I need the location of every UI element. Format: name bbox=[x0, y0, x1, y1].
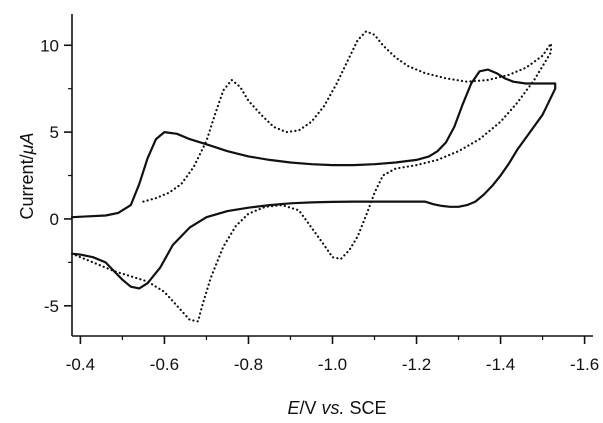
y-tick-label: 5 bbox=[50, 123, 59, 142]
x-tick-label: -0.4 bbox=[66, 355, 95, 374]
x-tick-label: -0.6 bbox=[150, 355, 179, 374]
y-tick-label: 0 bbox=[50, 210, 59, 229]
solid-series-line bbox=[70, 68, 557, 290]
axes: 10 5 0 -5 -0.4 -0.6 -0.8 -1.0 -1.2 -1.4 -1.6 bbox=[40, 14, 599, 374]
x-tick-label: -0.8 bbox=[234, 355, 263, 374]
x-tick-label: -1.0 bbox=[318, 355, 347, 374]
y-tick-label: 10 bbox=[40, 36, 59, 55]
x-tick-label: -1.4 bbox=[486, 355, 515, 374]
x-tick-label: -1.2 bbox=[402, 355, 431, 374]
y-axis-title: Current/μA bbox=[17, 133, 37, 220]
series-layer bbox=[70, 30, 557, 323]
x-axis-title: E/V vs. SCE bbox=[287, 398, 386, 418]
y-tick-label: -5 bbox=[44, 297, 59, 316]
dotted-series-line bbox=[70, 30, 553, 323]
x-tick-label: -1.6 bbox=[570, 355, 599, 374]
